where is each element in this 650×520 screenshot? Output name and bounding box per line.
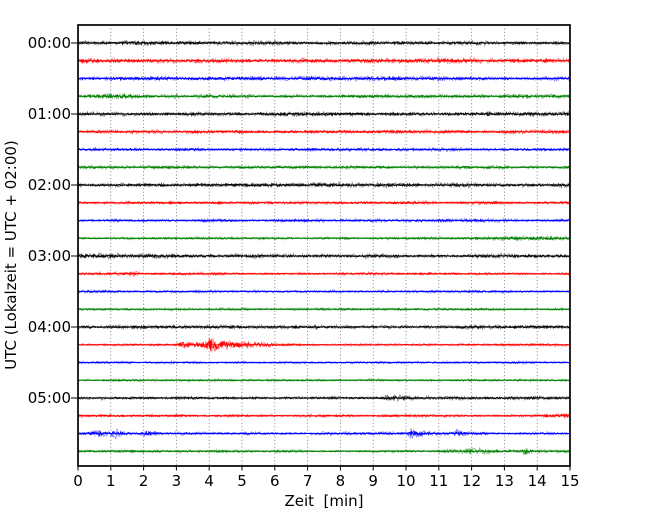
trace-core-02:15 [77,200,570,205]
x-tick-label-10: 10 [396,472,416,490]
trace-core-02:45 [77,235,570,241]
x-tick-label-6: 6 [270,472,280,490]
x-tick-label-2: 2 [138,472,149,490]
trace-core-04:00 [77,324,570,330]
trace-core-02:00 [77,182,570,189]
x-tick-label-8: 8 [335,472,346,490]
x-tick-label-11: 11 [429,472,449,490]
y-tick-label-2: 02:00 [27,176,71,194]
trace-core-05:45 [77,448,570,455]
x-tick-label-3: 3 [171,472,182,490]
x-tick-label-5: 5 [237,472,247,490]
trace-core-00:00 [77,40,570,46]
y-tick-label-4: 04:00 [27,318,71,336]
x-tick-label-0: 0 [73,472,83,490]
x-tick-label-13: 13 [494,472,514,490]
trace-core-05:15 [77,413,570,419]
y-tick-label-0: 00:00 [27,34,71,52]
x-tick-label-1: 1 [106,472,116,490]
trace-core-04:30 [77,360,570,364]
trace-core-03:00 [77,253,570,259]
trace-core-03:45 [77,307,570,311]
trace-core-03:15 [77,271,570,277]
trace-core-02:30 [77,218,570,223]
trace-core-00:30 [77,75,570,82]
trace-core-05:00 [77,395,570,401]
trace-core-03:30 [77,289,570,294]
x-tick-label-4: 4 [204,472,214,490]
trace-core-00:45 [77,93,570,99]
y-axis-label: UTC (Lokalzeit = UTC + 02:00) [2,140,20,370]
trace-core-01:15 [77,129,570,135]
trace-core-04:45 [77,378,570,382]
trace-core-01:00 [77,110,570,117]
trace-core-01:45 [77,165,570,170]
x-tick-label-15: 15 [560,472,580,490]
y-tick-label-1: 01:00 [27,105,71,123]
y-tick-label-3: 03:00 [27,247,71,265]
trace-core-05:30 [77,430,570,437]
x-tick-label-9: 9 [368,472,378,490]
x-tick-label-14: 14 [527,472,547,490]
trace-core-04:15 [77,339,570,351]
axes-frame [77,24,571,467]
trace-core-00:15 [77,57,570,64]
x-tick-label-7: 7 [302,472,313,490]
y-tick-label-5: 05:00 [27,389,71,407]
x-axis-label: Zeit [min] [284,492,364,510]
trace-core-01:30 [77,147,570,152]
x-tick-label-12: 12 [462,472,482,490]
